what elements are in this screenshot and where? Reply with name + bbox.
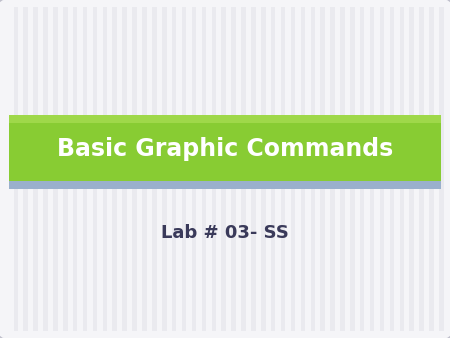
- Bar: [410, 7, 414, 331]
- Bar: [172, 7, 176, 331]
- Bar: [330, 7, 335, 331]
- Bar: [63, 7, 68, 331]
- Bar: [340, 7, 345, 331]
- Bar: [33, 7, 38, 331]
- Bar: [350, 7, 355, 331]
- Bar: [9, 115, 441, 183]
- Bar: [419, 7, 424, 331]
- Bar: [122, 7, 127, 331]
- Bar: [132, 7, 137, 331]
- Bar: [182, 7, 186, 331]
- Bar: [251, 7, 256, 331]
- Bar: [429, 7, 434, 331]
- Bar: [152, 7, 157, 331]
- Bar: [360, 7, 364, 331]
- Bar: [14, 7, 18, 331]
- Bar: [271, 7, 275, 331]
- Bar: [310, 7, 315, 331]
- Bar: [192, 7, 196, 331]
- Bar: [93, 7, 97, 331]
- Bar: [400, 7, 404, 331]
- Bar: [221, 7, 226, 331]
- Bar: [162, 7, 166, 331]
- Text: Lab # 03- SS: Lab # 03- SS: [161, 224, 289, 242]
- Bar: [370, 7, 374, 331]
- Bar: [73, 7, 77, 331]
- Bar: [142, 7, 147, 331]
- Bar: [202, 7, 206, 331]
- Bar: [261, 7, 266, 331]
- Text: Basic Graphic Commands: Basic Graphic Commands: [57, 137, 393, 161]
- Bar: [390, 7, 394, 331]
- Bar: [9, 115, 441, 123]
- Bar: [291, 7, 295, 331]
- Bar: [320, 7, 325, 331]
- Bar: [380, 7, 384, 331]
- Bar: [53, 7, 58, 331]
- Bar: [281, 7, 285, 331]
- Bar: [23, 7, 28, 331]
- Bar: [231, 7, 236, 331]
- Bar: [301, 7, 305, 331]
- Bar: [112, 7, 117, 331]
- Bar: [43, 7, 48, 331]
- Bar: [241, 7, 246, 331]
- Bar: [103, 7, 107, 331]
- Bar: [212, 7, 216, 331]
- Bar: [439, 7, 444, 331]
- Bar: [9, 181, 441, 189]
- Bar: [83, 7, 87, 331]
